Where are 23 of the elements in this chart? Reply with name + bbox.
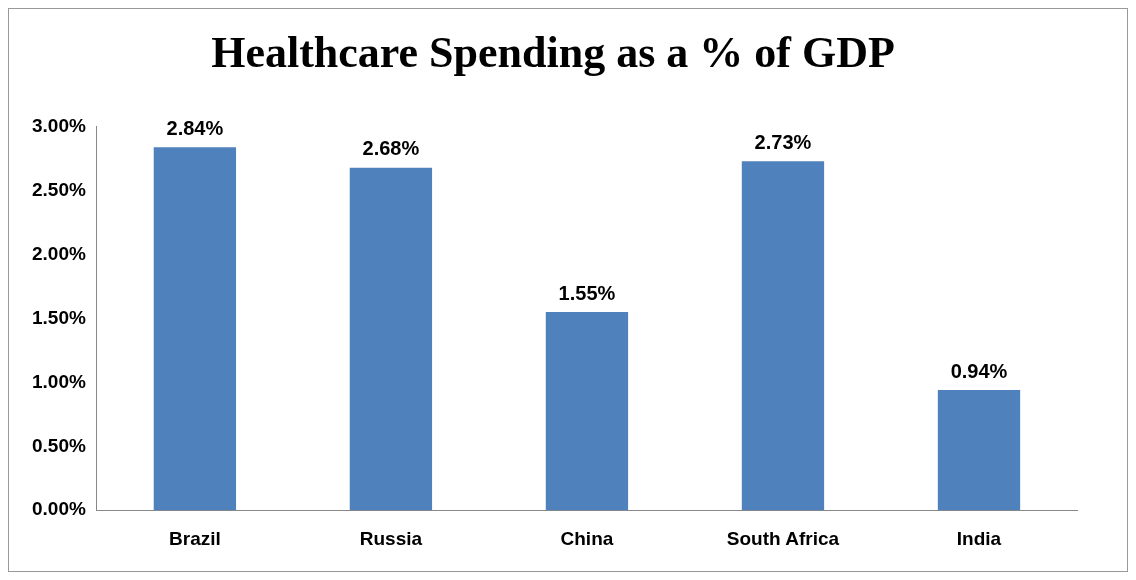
x-tick-label: India [956, 527, 1002, 549]
bar [153, 147, 237, 511]
x-tick-label: China [560, 527, 614, 549]
y-tick-label: 2.50% [32, 178, 86, 200]
bar [349, 167, 433, 511]
y-tick-label: 0.50% [32, 434, 86, 456]
y-tick-label: 2.00% [32, 242, 86, 264]
chart-title: Healthcare Spending as a % of GDP [211, 27, 895, 77]
y-tick-label: 1.50% [32, 306, 86, 328]
x-tick-label: South Africa [726, 527, 840, 549]
bar [545, 312, 629, 511]
data-label: 2.84% [166, 116, 224, 139]
bar [741, 161, 825, 511]
x-tick-label: Russia [359, 527, 423, 549]
x-tick-label: Brazil [169, 527, 221, 549]
data-label: 2.73% [754, 130, 812, 153]
y-tick-label: 1.00% [32, 370, 86, 392]
y-tick-label: 0.00% [32, 498, 86, 520]
data-label: 1.55% [558, 281, 616, 304]
bar [937, 390, 1021, 511]
data-label: 0.94% [950, 359, 1008, 382]
data-label: 2.68% [362, 137, 420, 160]
y-tick-label: 3.00% [32, 115, 86, 137]
